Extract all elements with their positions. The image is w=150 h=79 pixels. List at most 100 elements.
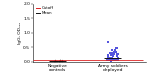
Point — [109, 58, 111, 59]
Point — [56, 60, 58, 61]
Point — [111, 52, 113, 53]
Point — [114, 50, 116, 51]
Point — [111, 59, 113, 60]
Point — [116, 55, 118, 57]
Point — [111, 59, 113, 60]
Point — [58, 60, 60, 61]
Point — [116, 53, 118, 55]
Point — [108, 59, 110, 60]
Point — [110, 59, 113, 60]
Point — [115, 47, 118, 48]
Point — [106, 59, 109, 60]
Point — [61, 60, 63, 61]
Point — [110, 54, 112, 55]
Point — [59, 60, 61, 61]
Point — [110, 60, 112, 61]
Point — [117, 53, 119, 54]
Point — [109, 53, 112, 54]
Point — [110, 54, 113, 55]
Point — [111, 59, 113, 60]
Point — [116, 59, 119, 60]
Point — [112, 59, 115, 60]
Point — [115, 59, 117, 60]
Point — [113, 53, 115, 54]
Point — [55, 60, 57, 62]
Point — [52, 60, 55, 61]
Point — [107, 42, 110, 43]
Point — [59, 61, 62, 62]
Point — [112, 59, 115, 60]
Point — [115, 47, 118, 48]
Point — [111, 58, 114, 59]
Point — [113, 59, 116, 60]
Point — [53, 60, 55, 61]
Point — [117, 59, 119, 60]
Point — [110, 60, 112, 61]
Point — [111, 59, 114, 60]
Point — [114, 59, 116, 60]
Point — [113, 51, 115, 53]
Point — [112, 55, 114, 56]
Point — [116, 59, 119, 60]
Y-axis label: IgG, OD₄₉₂: IgG, OD₄₉₂ — [18, 22, 22, 44]
Point — [111, 59, 113, 60]
Point — [113, 59, 116, 60]
Point — [111, 59, 113, 60]
Point — [111, 59, 113, 60]
Point — [110, 53, 112, 54]
Point — [110, 59, 113, 60]
Point — [106, 59, 108, 60]
Point — [113, 59, 116, 60]
Point — [112, 59, 115, 60]
Point — [108, 59, 110, 60]
Legend: Cutoff, Mean: Cutoff, Mean — [36, 6, 54, 16]
Point — [114, 58, 117, 59]
Point — [115, 59, 118, 60]
Point — [109, 59, 111, 60]
Point — [112, 59, 115, 60]
Point — [107, 59, 109, 60]
Point — [116, 59, 118, 60]
Point — [108, 59, 111, 60]
Point — [111, 57, 113, 58]
Point — [107, 59, 110, 60]
Point — [108, 59, 110, 60]
Point — [109, 59, 111, 60]
Point — [110, 59, 113, 60]
Point — [53, 60, 56, 61]
Point — [59, 60, 62, 61]
Point — [114, 59, 116, 60]
Point — [113, 59, 116, 60]
Point — [54, 60, 56, 61]
Point — [111, 59, 113, 61]
Point — [112, 52, 115, 54]
Point — [116, 58, 118, 60]
Point — [107, 56, 109, 58]
Point — [58, 60, 61, 61]
Point — [110, 59, 113, 60]
Point — [111, 59, 113, 60]
Point — [106, 59, 109, 60]
Point — [108, 59, 110, 60]
Point — [116, 59, 119, 60]
Point — [60, 60, 63, 61]
Point — [108, 59, 110, 60]
Point — [108, 59, 110, 60]
Point — [58, 60, 61, 61]
Point — [109, 59, 111, 60]
Point — [112, 54, 114, 56]
Point — [115, 51, 118, 53]
Point — [107, 59, 109, 60]
Point — [59, 60, 61, 61]
Point — [58, 60, 60, 61]
Point — [60, 59, 63, 61]
Point — [114, 59, 116, 60]
Point — [107, 59, 110, 60]
Point — [115, 59, 117, 60]
Point — [110, 59, 112, 60]
Point — [106, 59, 109, 60]
Point — [106, 59, 109, 60]
Point — [111, 49, 113, 51]
Point — [114, 59, 117, 60]
Point — [107, 54, 110, 55]
